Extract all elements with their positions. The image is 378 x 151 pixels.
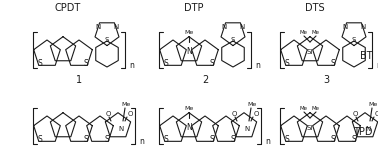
Text: Me: Me [247,101,257,106]
Text: n: n [376,61,378,71]
Text: 2: 2 [202,75,208,85]
Text: n: n [266,138,270,146]
Text: S: S [210,135,214,143]
Text: N: N [360,24,366,30]
Text: N: N [186,124,192,132]
Text: S: S [164,58,168,67]
Text: CPDT: CPDT [55,3,81,13]
Text: Me: Me [312,29,320,34]
Text: N: N [95,24,101,30]
Text: O: O [127,111,133,117]
Text: N: N [366,126,370,132]
Text: 3: 3 [323,75,329,85]
Text: S: S [210,58,214,67]
Text: S: S [164,135,168,143]
Text: S: S [352,37,356,43]
Text: Me: Me [184,106,194,111]
Text: Si: Si [307,125,313,131]
Text: BT: BT [360,51,373,61]
Text: S: S [105,135,109,143]
Text: n: n [139,138,144,146]
Text: S: S [331,135,335,143]
Text: O: O [231,111,237,117]
Text: Si: Si [307,49,313,55]
Text: Me: Me [312,106,320,111]
Text: Me: Me [369,101,378,106]
Text: N: N [118,126,124,132]
Text: O: O [352,111,358,117]
Text: N: N [186,48,192,56]
Text: O: O [105,111,111,117]
Text: S: S [84,135,88,143]
Text: N: N [113,24,119,30]
Text: DTP: DTP [184,3,204,13]
Text: S: S [285,135,290,143]
Text: N: N [342,24,348,30]
Text: O: O [253,111,259,117]
Text: n: n [256,61,260,71]
Text: TPD: TPD [353,127,373,137]
Text: 1: 1 [76,75,82,85]
Text: Me: Me [300,106,308,111]
Text: S: S [331,58,335,67]
Text: S: S [105,37,109,43]
Text: n: n [130,61,135,71]
Text: S: S [38,58,42,67]
Text: S: S [231,135,235,143]
Text: S: S [352,135,356,143]
Text: Me: Me [121,101,131,106]
Text: DTS: DTS [305,3,325,13]
Text: N: N [239,24,245,30]
Text: Me: Me [300,29,308,34]
Text: S: S [231,37,235,43]
Text: S: S [84,58,88,67]
Text: N: N [244,126,249,132]
Text: N: N [222,24,227,30]
Text: S: S [285,58,290,67]
Text: S: S [38,135,42,143]
Text: O: O [374,111,378,117]
Text: Me: Me [184,29,194,34]
